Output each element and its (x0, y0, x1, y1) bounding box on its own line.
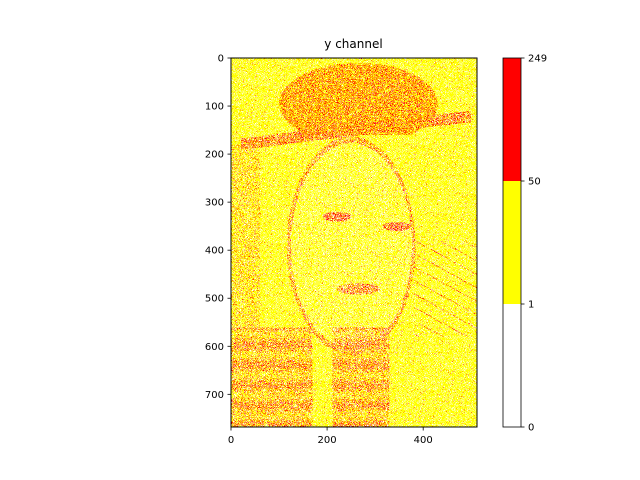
x-tick-label: 200 (318, 435, 337, 446)
colorbar: 0 1 50 249 (502, 54, 547, 434)
y-tick-label: 0 (218, 54, 224, 65)
colorbar-tick-label: 1 (528, 300, 534, 311)
image-frame (230, 57, 478, 428)
colorbar-segment (503, 304, 521, 427)
colorbar-tick-label: 50 (528, 177, 541, 188)
heatmap-image (231, 58, 477, 427)
heatmap-raster (231, 58, 477, 427)
colorbar-segment (503, 181, 521, 304)
x-tick-label: 0 (228, 435, 234, 446)
x-axis: 0 200 400 (228, 427, 433, 446)
colorbar-frame (502, 57, 522, 428)
y-tick-label: 300 (205, 198, 224, 209)
y-axis: 0 100 200 300 400 500 600 700 (205, 54, 231, 401)
y-tick-label: 600 (205, 342, 224, 353)
y-tick-label: 700 (205, 390, 224, 401)
x-tick-label: 400 (414, 435, 433, 446)
colorbar-segment (503, 58, 521, 181)
y-tick-label: 500 (205, 294, 224, 305)
chart-title: y channel (324, 37, 382, 51)
colorbar-tick-label: 249 (528, 54, 547, 65)
y-tick-label: 200 (205, 150, 224, 161)
y-tick-label: 100 (205, 102, 224, 113)
colorbar-tick-label: 0 (528, 423, 534, 434)
y-tick-label: 400 (205, 246, 224, 257)
